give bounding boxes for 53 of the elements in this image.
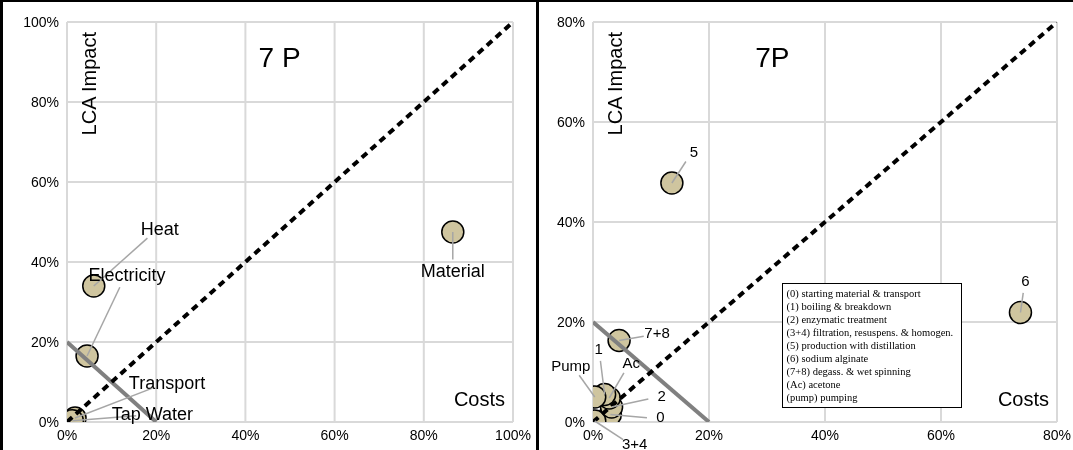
series-label: Material [420,260,485,281]
y-axis-title: LCA Impact [78,32,101,136]
x-tick-label: 0% [56,426,78,443]
text: 2 [657,386,666,404]
x-axis-title: Costs [997,388,1049,411]
series-label: Pump [551,356,591,374]
text: Transport [128,372,206,393]
annotation: (3+4) filtration, resuspens. & homogen. [786,325,955,339]
annotation: (7+8) degass. & wet spinning [786,364,912,378]
annotation: (1) boiling & breakdown [786,299,893,313]
x-tick-label: 60% [926,426,956,443]
y-tick-label: 20% [30,333,59,350]
x-tick-label: 60% [320,426,349,443]
y-tick-label: 100% [23,13,59,30]
point [1008,300,1033,325]
series-label: 3+4 [622,434,648,450]
annotation: (pump) pumping [786,390,859,404]
y-tick-label: 60% [556,113,585,130]
x-tick-label: 20% [142,426,171,443]
point [660,171,684,195]
x-tick-label: 0% [582,426,604,443]
y-tick-label: 0% [564,413,585,430]
y-axis-title: LCA Impact [604,32,627,136]
y-tick-label: 40% [556,213,585,230]
series-label: 1 [594,340,603,358]
x-tick-label: 40% [231,426,260,443]
y-tick-label: 40% [30,253,59,270]
text: 7P [754,42,791,74]
annotation: (5) production with distillation [786,338,917,352]
text: Heat [140,218,179,239]
y-tick-label: 80% [30,93,59,110]
text: 0 [656,408,665,426]
series-label: 6 [1021,272,1030,290]
x-tick-label: 20% [694,426,724,443]
series-label: 7+8 [644,324,670,342]
series-label: 5 [689,142,699,160]
x-tick-label: 40% [810,426,840,443]
annotation: (Ac) acetone [786,377,842,391]
annotation: (2) enzymatic treatment [786,312,888,326]
x-tick-label: 80% [409,426,438,443]
text: 7 P [257,42,302,74]
y-tick-label: 20% [556,313,585,330]
y-tick-label: 80% [556,13,585,30]
x-tick-label: 80% [1042,426,1072,443]
y-tick-label: 0% [38,413,59,430]
text: Electricity [88,264,166,285]
y-tick-label: 60% [30,173,59,190]
series-label: Tap Water [111,403,194,424]
x-tick-label: 100% [495,426,531,443]
x-axis-title: Costs [453,388,505,411]
annotation: (0) starting material & transport [786,286,922,300]
series-label: Ac [622,353,641,371]
annotation: (6) sodium alginate [786,351,870,365]
